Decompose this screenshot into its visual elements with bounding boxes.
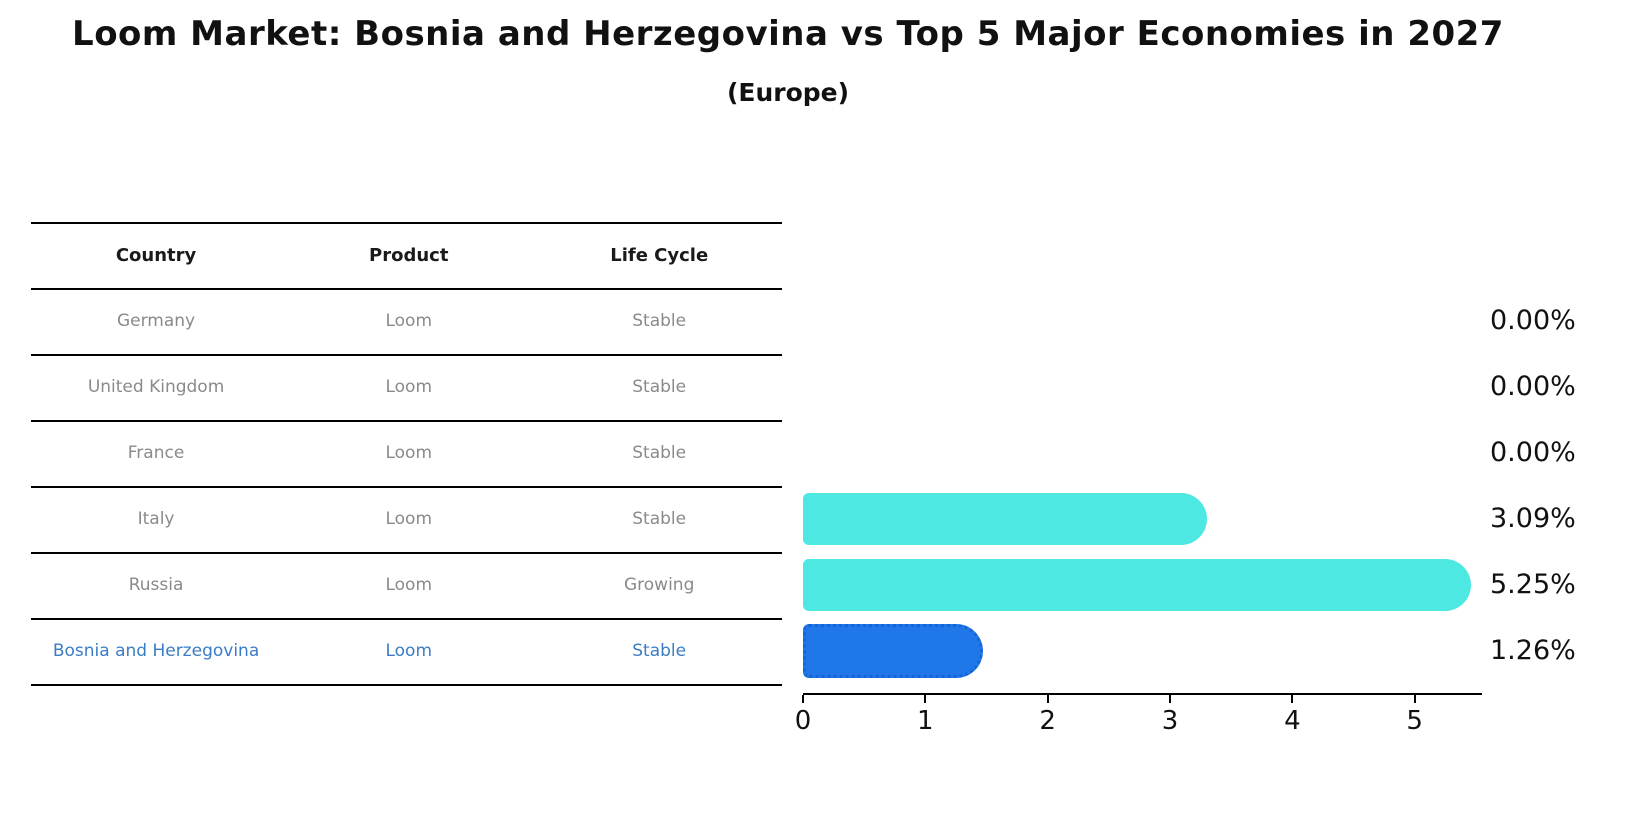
product-cell: Loom	[385, 575, 433, 595]
x-axis-tick-mark	[1046, 695, 1049, 703]
table-divider	[31, 486, 782, 488]
product-cell: Loom	[385, 641, 433, 661]
column-header-life-cycle: Life Cycle	[610, 244, 709, 266]
table-row: Italy Loom Stable	[31, 486, 782, 552]
life-cycle-cell: Growing	[623, 575, 695, 595]
country-cell: Bosnia and Herzegovina	[52, 641, 260, 661]
value-label: 0.00%	[1490, 371, 1576, 402]
table-row-highlighted: Bosnia and Herzegovina Loom Stable	[31, 618, 782, 684]
value-label: 0.00%	[1490, 437, 1576, 468]
x-axis-tick-mark	[1169, 695, 1172, 703]
country-cell: Italy	[137, 509, 175, 529]
x-axis-tick-label: 3	[1161, 706, 1179, 736]
table-row: Germany Loom Stable	[31, 288, 782, 354]
x-axis-tick-label: 1	[917, 706, 934, 736]
country-cell: Germany	[116, 311, 196, 331]
table-divider	[31, 288, 782, 290]
table-header-row: Country Product Life Cycle	[31, 222, 782, 288]
country-cell: France	[127, 443, 185, 463]
chart-title: Loom Market: Bosnia and Herzegovina vs T…	[72, 14, 1504, 54]
table-divider	[31, 354, 782, 356]
life-cycle-cell: Stable	[632, 509, 687, 529]
table-row: Russia Loom Growing	[31, 552, 782, 618]
life-cycle-cell: Stable	[632, 377, 687, 397]
chart-subtitle: (Europe)	[726, 78, 850, 107]
x-axis-tick-label: 2	[1039, 706, 1056, 736]
table-divider	[31, 222, 782, 224]
x-axis-tick-label: 0	[794, 706, 812, 736]
product-cell: Loom	[385, 311, 433, 331]
life-cycle-cell: Stable	[632, 443, 687, 463]
x-axis-tick-mark	[924, 695, 927, 703]
value-label: 3.09%	[1490, 503, 1576, 534]
column-header-product: Product	[369, 244, 449, 266]
table-divider	[31, 420, 782, 422]
x-axis-tick-label: 5	[1406, 706, 1423, 736]
x-axis-tick-mark	[802, 695, 804, 703]
bar-chart-axes: 0 1 2 3 4 5	[795, 222, 1482, 736]
value-label: 1.26%	[1490, 635, 1576, 666]
table-divider	[31, 684, 782, 686]
bar-highlighted	[803, 624, 984, 678]
table-row: United Kingdom Loom Stable	[31, 354, 782, 420]
country-cell: United Kingdom	[87, 377, 225, 397]
table-divider	[31, 552, 782, 554]
country-table: Country Product Life Cycle Germany Loom …	[31, 222, 782, 686]
bar	[803, 493, 1208, 545]
column-header-country: Country	[115, 244, 197, 266]
value-labels-column: 0.00% 0.00% 0.00% 3.09% 5.25% 1.26%	[1490, 288, 1600, 684]
x-axis-tick-mark	[1413, 695, 1416, 703]
table-row: France Loom Stable	[31, 420, 782, 486]
product-cell: Loom	[385, 377, 433, 397]
bar	[803, 559, 1472, 611]
x-axis-tick-mark	[1291, 695, 1294, 703]
value-label: 0.00%	[1490, 305, 1576, 336]
value-label: 5.25%	[1490, 569, 1576, 600]
life-cycle-cell: Stable	[632, 311, 687, 331]
x-axis-line	[803, 693, 1482, 695]
x-axis-tick-label: 4	[1284, 706, 1301, 736]
bars-container	[803, 288, 1482, 684]
country-cell: Russia	[128, 575, 184, 595]
product-cell: Loom	[385, 509, 433, 529]
table-divider	[31, 618, 782, 620]
product-cell: Loom	[385, 443, 433, 463]
life-cycle-cell: Stable	[632, 641, 687, 661]
